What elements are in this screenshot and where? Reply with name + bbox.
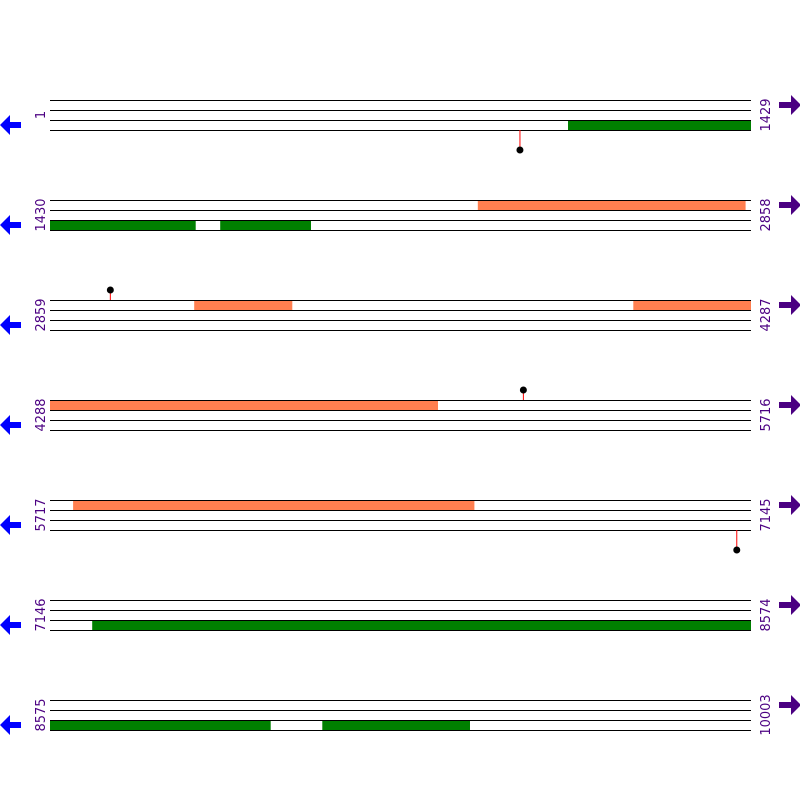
reverse-feature-bar: [322, 721, 470, 730]
reverse-feature-bar: [220, 221, 311, 230]
row-end-label: 10003: [759, 694, 774, 735]
arrow-right-icon: [779, 495, 800, 515]
marker-dot: [516, 146, 524, 154]
row-start-label: 2859: [34, 298, 49, 331]
marker-dot: [733, 546, 741, 554]
marker-dot: [519, 386, 527, 394]
row-end-label: 2858: [759, 198, 774, 231]
reverse-feature-bar: [50, 221, 196, 230]
row-start-label: 8575: [34, 698, 49, 731]
arrow-left-icon: [0, 715, 21, 735]
arrow-right-icon: [779, 395, 800, 415]
reverse-feature-bar: [50, 721, 271, 730]
marker-dot: [106, 286, 114, 294]
reverse-feature-bar: [568, 121, 751, 130]
row-end-label: 4287: [759, 298, 774, 331]
arrow-left-icon: [0, 415, 21, 435]
arrow-right-icon: [779, 295, 800, 315]
arrow-right-icon: [779, 95, 800, 115]
row-end-label: 1429: [759, 98, 774, 131]
arrow-left-icon: [0, 115, 21, 135]
arrow-left-icon: [0, 515, 21, 535]
forward-feature-bar: [73, 501, 475, 510]
arrow-right-icon: [779, 695, 800, 715]
arrow-left-icon: [0, 615, 21, 635]
row-start-label: 5717: [34, 498, 49, 531]
reverse-feature-bar: [92, 621, 751, 630]
row-start-label: 1430: [34, 198, 49, 231]
arrow-left-icon: [0, 215, 21, 235]
forward-feature-bar: [477, 201, 746, 210]
row-start-label: 7146: [34, 598, 49, 631]
arrow-right-icon: [779, 195, 800, 215]
row-end-label: 7145: [759, 498, 774, 531]
arrow-right-icon: [779, 595, 800, 615]
row-end-label: 5716: [759, 398, 774, 431]
forward-feature-bar: [633, 301, 751, 310]
row-start-label: 1: [34, 111, 49, 119]
forward-feature-bar: [194, 301, 293, 310]
forward-feature-bar: [50, 401, 438, 410]
arrow-left-icon: [0, 315, 21, 335]
row-start-label: 4288: [34, 398, 49, 431]
row-end-label: 8574: [759, 598, 774, 631]
